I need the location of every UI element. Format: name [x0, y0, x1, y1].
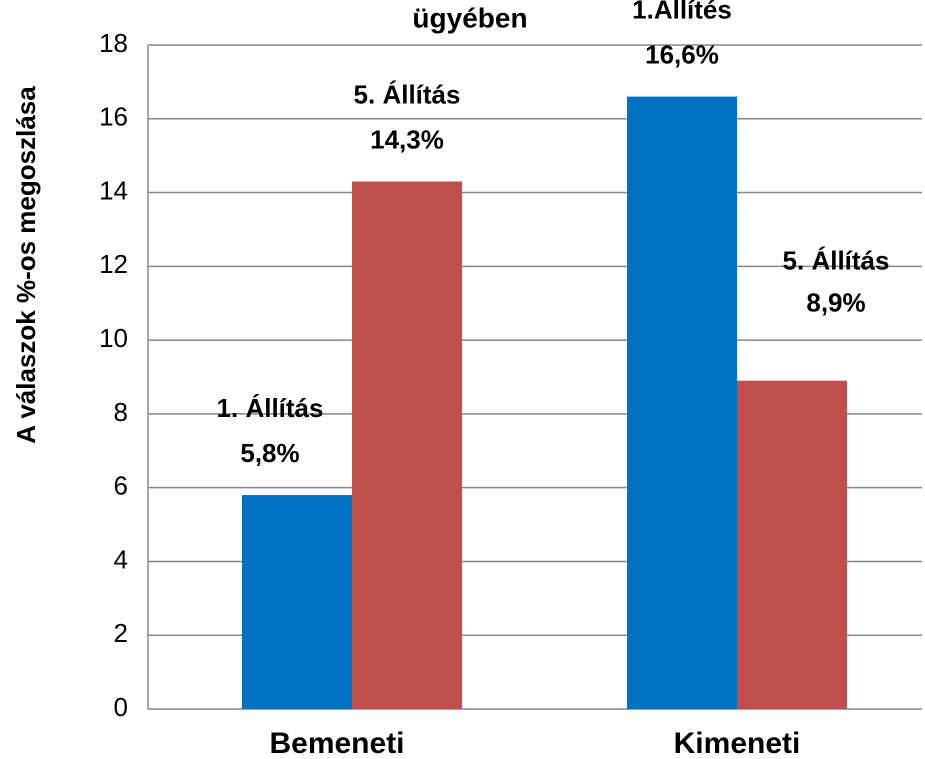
y-tick-label: 4 — [114, 544, 128, 574]
value-label: 8,9% — [806, 288, 865, 318]
y-tick-label: 2 — [114, 618, 128, 648]
y-tick-label: 16 — [99, 102, 128, 132]
point-label: 5. Állítás — [783, 246, 890, 276]
y-axis-label: A válaszok %-os megoszlása — [11, 86, 41, 444]
y-tick-label: 10 — [99, 323, 128, 353]
chart-title: ügyében — [412, 2, 527, 33]
point-label: 5. Állítás — [354, 79, 461, 109]
y-tick-label: 0 — [114, 692, 128, 722]
x-tick-label: Bemeneti — [269, 727, 404, 759]
bar — [737, 380, 847, 709]
value-label: 14,3% — [370, 124, 444, 154]
value-label: 16,6% — [645, 40, 719, 70]
y-tick-label: 14 — [99, 175, 128, 205]
y-tick-label: 8 — [114, 397, 128, 427]
bar — [627, 96, 737, 709]
point-label: 1.Állítés — [632, 0, 732, 25]
bar — [352, 181, 462, 709]
point-label: 1. Állítás — [217, 393, 324, 423]
bar — [242, 495, 352, 709]
y-tick-label: 18 — [99, 28, 128, 58]
y-tick-label: 12 — [99, 249, 128, 279]
y-tick-label: 6 — [114, 471, 128, 501]
x-tick-label: Kimeneti — [674, 727, 801, 759]
value-label: 5,8% — [240, 438, 299, 468]
